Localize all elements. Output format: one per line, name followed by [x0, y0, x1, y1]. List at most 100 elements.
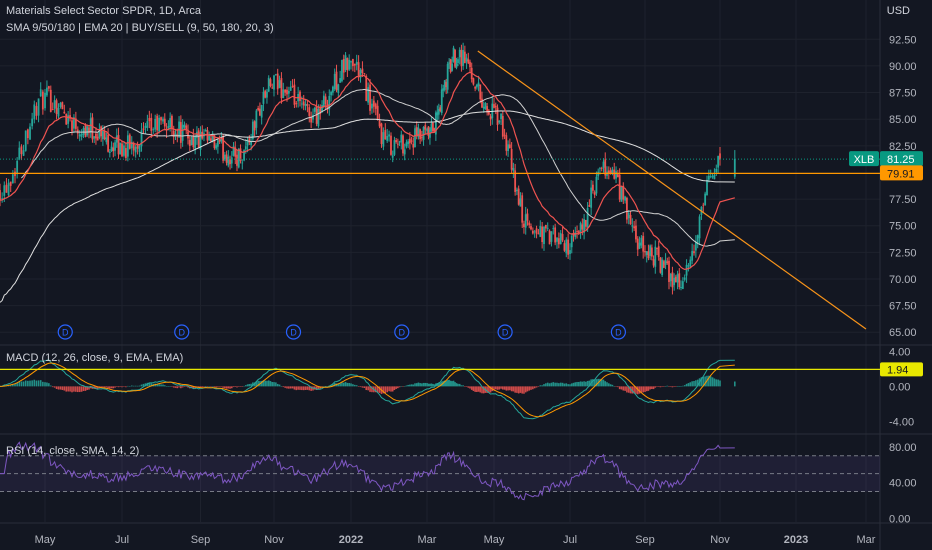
- price-tick-label: 70.00: [889, 274, 917, 286]
- macd-hist-bar: [234, 386, 237, 387]
- macd-hist-bar: [276, 383, 279, 387]
- candle-body: [400, 134, 403, 143]
- macd-hist-bar: [150, 383, 153, 387]
- candle-body: [550, 231, 553, 242]
- candle-body: [333, 73, 336, 90]
- candle-body: [63, 111, 66, 114]
- macd-hist-bar: [367, 386, 369, 391]
- macd-hist-bar: [398, 386, 401, 388]
- macd-hist-bar: [224, 386, 226, 389]
- macd-hist-bar: [125, 386, 127, 388]
- macd-hist-bar: [369, 386, 371, 392]
- macd-hist-bar: [241, 386, 244, 387]
- macd-hist-bar: [275, 382, 277, 387]
- candle-body: [445, 82, 448, 88]
- candle-body: [407, 141, 410, 145]
- macd-hist-bar: [595, 379, 598, 387]
- candle-body: [472, 78, 475, 85]
- macd-hist-bar: [583, 381, 585, 387]
- candle-body: [371, 103, 373, 109]
- price-tick-label: 87.50: [889, 88, 917, 100]
- macd-hist-bar: [709, 376, 712, 387]
- macd-hist-bar: [144, 383, 147, 387]
- candle-body: [152, 129, 155, 131]
- candle-body: [103, 131, 106, 140]
- rsi-band: [0, 455, 880, 492]
- candle-body: [313, 107, 316, 112]
- candle-body: [419, 129, 422, 140]
- candle-body: [635, 225, 637, 240]
- macd-hist-bar: [711, 377, 714, 387]
- candle-body: [565, 239, 568, 254]
- macd-hist-bar: [217, 386, 219, 387]
- candle-body: [415, 127, 418, 136]
- macd-hist-bar: [576, 381, 578, 387]
- macd-hist-bar: [88, 386, 90, 390]
- candle-body: [29, 126, 31, 140]
- macd-hist-bar: [308, 386, 311, 391]
- candle-body: [479, 84, 482, 100]
- macd-hist-bar: [61, 386, 64, 391]
- macd-hist-bar: [132, 385, 135, 387]
- macd-hist-bar: [304, 386, 307, 390]
- macd-hist-bar: [337, 383, 340, 387]
- price-tick-label: 82.50: [889, 141, 917, 153]
- candle-body: [451, 63, 453, 71]
- candle-body: [427, 126, 430, 136]
- candle-body: [158, 117, 160, 132]
- price-tick-label: 77.50: [889, 194, 917, 206]
- macd-hist-bar: [346, 382, 349, 387]
- candle-body: [671, 272, 674, 288]
- macd-hist-bar: [717, 379, 719, 387]
- candle-body: [537, 233, 540, 235]
- macd-hist-bar: [158, 384, 160, 387]
- candle-body: [53, 100, 56, 109]
- macd-hist-bar: [543, 384, 545, 387]
- candle-body: [570, 235, 573, 248]
- candle-body: [132, 142, 135, 151]
- candle-body: [706, 179, 708, 196]
- macd-hist-bar: [121, 386, 123, 388]
- candle-body: [55, 100, 58, 115]
- time-tick-label: May: [35, 534, 56, 546]
- macd-hist-bar: [24, 380, 27, 387]
- macd-hist-bar: [496, 386, 499, 390]
- candle-body: [484, 103, 487, 110]
- macd-hist-bar: [269, 381, 272, 387]
- rsi-tick-label: 80.00: [889, 442, 917, 454]
- macd-hist-bar: [631, 386, 634, 394]
- candle-body: [357, 62, 360, 77]
- macd-hist-bar: [570, 383, 573, 387]
- macd-hist-bar: [585, 381, 587, 387]
- candle-body: [150, 117, 153, 131]
- candle-body: [274, 74, 277, 76]
- macd-hist-bar: [257, 380, 259, 387]
- candle-body: [676, 274, 679, 283]
- macd-hist-bar: [103, 386, 106, 388]
- candle-body: [649, 245, 652, 256]
- candle-body: [295, 103, 298, 104]
- macd-hist-bar: [227, 386, 230, 389]
- candle-body: [543, 226, 545, 245]
- candle-body: [693, 251, 695, 254]
- candle-body: [633, 226, 636, 229]
- candle-body: [631, 225, 634, 227]
- candle-body: [282, 89, 285, 99]
- time-tick-label: Mar: [418, 534, 437, 546]
- macd-hist-bar: [620, 386, 623, 390]
- macd-hist-bar: [114, 386, 116, 388]
- macd-hist-bar: [22, 381, 25, 387]
- candle-body: [287, 90, 290, 94]
- macd-hist-bar: [315, 386, 318, 390]
- macd-hist-bar: [479, 386, 482, 393]
- macd-hist-bar: [225, 386, 228, 389]
- candle-body: [9, 181, 12, 186]
- macd-hist-bar: [460, 385, 463, 387]
- candle-body: [232, 146, 235, 156]
- macd-hist-bar: [31, 380, 33, 387]
- macd-hist-bar: [489, 386, 492, 393]
- macd-hist-bar: [432, 383, 434, 387]
- candle-body: [647, 251, 650, 259]
- candle-body: [510, 149, 513, 170]
